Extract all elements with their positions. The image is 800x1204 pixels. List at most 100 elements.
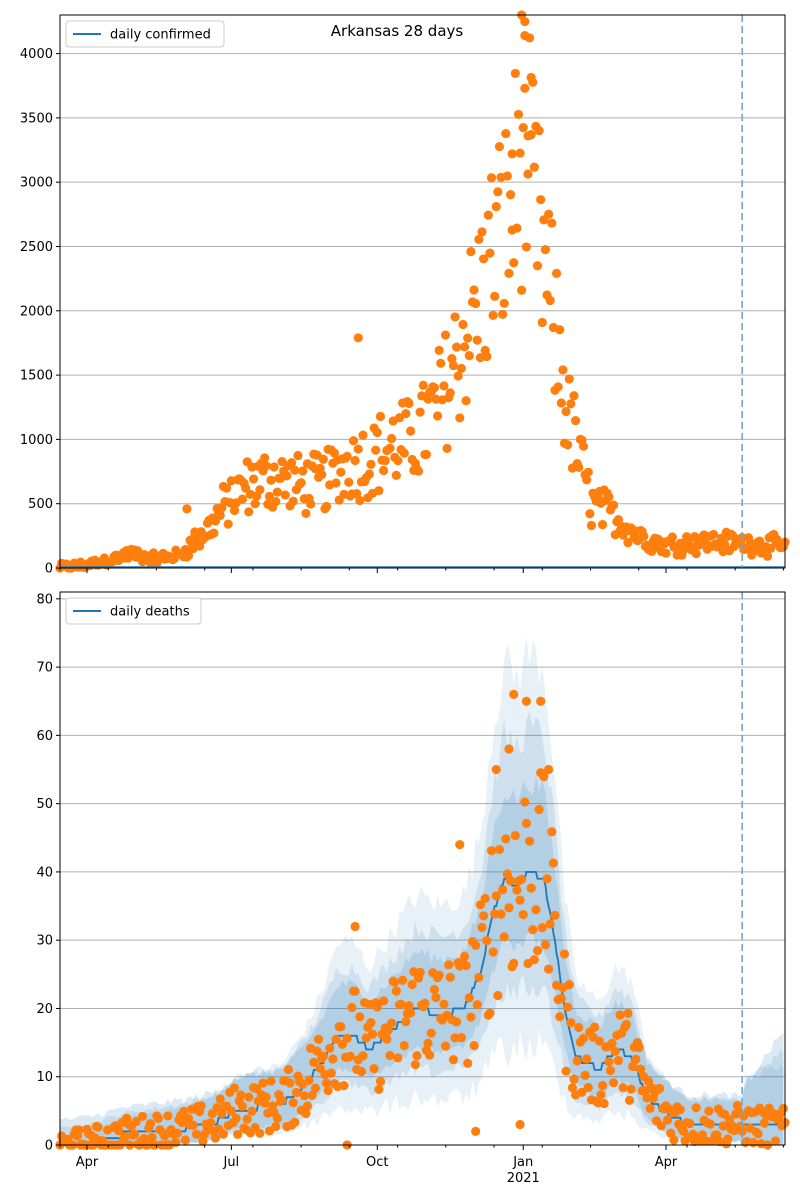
data-point <box>215 1094 225 1104</box>
y-tick-label: 50 <box>36 797 53 812</box>
data-point <box>583 1082 593 1093</box>
data-point <box>663 1115 673 1125</box>
data-point <box>615 1010 625 1020</box>
data-point <box>482 936 492 946</box>
x-tick-label: Apr <box>655 1155 678 1170</box>
data-point <box>412 1051 422 1061</box>
data-point <box>471 1126 481 1136</box>
data-point <box>421 449 432 460</box>
data-point <box>290 465 300 475</box>
data-point <box>599 1098 609 1109</box>
data-point <box>283 1064 294 1075</box>
data-point <box>120 1131 130 1142</box>
data-point <box>326 1068 336 1078</box>
data-point <box>561 406 571 417</box>
data-point <box>352 489 362 499</box>
data-point <box>344 477 354 487</box>
data-point <box>521 242 532 252</box>
data-point <box>209 528 219 538</box>
data-point <box>418 380 428 391</box>
data-point <box>366 1017 376 1028</box>
data-point <box>463 333 473 343</box>
data-point <box>196 1101 206 1111</box>
data-point <box>678 1126 689 1136</box>
data-point <box>504 744 514 754</box>
data-point <box>474 234 484 244</box>
data-point <box>399 448 409 458</box>
data-point <box>505 876 516 886</box>
data-point <box>447 354 457 364</box>
data-point <box>580 1070 590 1081</box>
data-point <box>307 1090 317 1100</box>
data-point <box>426 1028 436 1038</box>
deaths-points <box>55 689 790 1150</box>
data-point <box>423 1038 433 1048</box>
data-point <box>604 492 614 502</box>
data-point <box>520 83 530 93</box>
data-point <box>271 1121 281 1132</box>
data-point <box>160 1131 170 1141</box>
data-point <box>534 126 544 136</box>
data-point <box>242 1114 252 1124</box>
data-point <box>458 319 468 330</box>
data-point <box>450 312 460 322</box>
data-point <box>439 381 449 391</box>
data-point <box>386 1018 397 1028</box>
data-point <box>266 1076 276 1086</box>
data-point <box>345 1051 355 1061</box>
data-point <box>521 818 532 828</box>
data-point <box>718 1121 728 1131</box>
data-point <box>367 1029 378 1039</box>
data-point <box>291 1087 301 1098</box>
data-point <box>321 501 332 512</box>
data-point <box>350 455 360 466</box>
data-point <box>528 77 538 87</box>
data-point <box>532 261 543 271</box>
data-point <box>475 900 486 910</box>
y-tick-label: 0 <box>45 1139 53 1154</box>
data-point <box>545 919 555 929</box>
data-point <box>464 351 474 361</box>
data-point <box>502 171 512 181</box>
data-point <box>358 430 368 440</box>
data-point <box>299 1091 309 1101</box>
data-point <box>491 202 501 212</box>
data-point <box>605 1065 616 1076</box>
data-point <box>493 187 503 197</box>
data-point <box>237 1101 248 1111</box>
y-tick-label: 30 <box>36 934 53 949</box>
y-tick-label: 2500 <box>20 240 53 255</box>
data-point <box>529 955 539 965</box>
data-point <box>521 696 532 706</box>
data-point <box>456 363 466 374</box>
data-point <box>455 840 465 850</box>
data-point <box>272 1113 282 1123</box>
data-point <box>485 1008 495 1018</box>
data-point <box>455 413 465 423</box>
data-point <box>472 335 482 345</box>
data-point <box>578 441 589 451</box>
data-point <box>544 764 554 775</box>
data-point <box>420 998 430 1008</box>
confirmed-x-ticks <box>59 568 784 573</box>
data-point <box>556 398 566 408</box>
confirmed-legend: daily confirmed <box>65 20 225 48</box>
data-point <box>390 977 400 987</box>
data-point <box>241 483 251 493</box>
data-point <box>482 351 492 362</box>
data-point <box>374 486 384 496</box>
data-point <box>440 330 451 340</box>
data-point <box>532 945 543 956</box>
data-point <box>528 925 538 935</box>
data-point <box>498 885 508 895</box>
data-point <box>518 123 528 133</box>
data-point <box>463 1058 473 1068</box>
data-point <box>223 519 233 529</box>
data-point <box>577 1087 587 1097</box>
data-point <box>583 467 593 477</box>
x-tick-label: Jul <box>222 1155 239 1170</box>
data-point <box>163 1111 173 1121</box>
credible-band <box>60 711 784 1145</box>
data-point <box>456 1033 466 1043</box>
data-point <box>604 1057 614 1067</box>
